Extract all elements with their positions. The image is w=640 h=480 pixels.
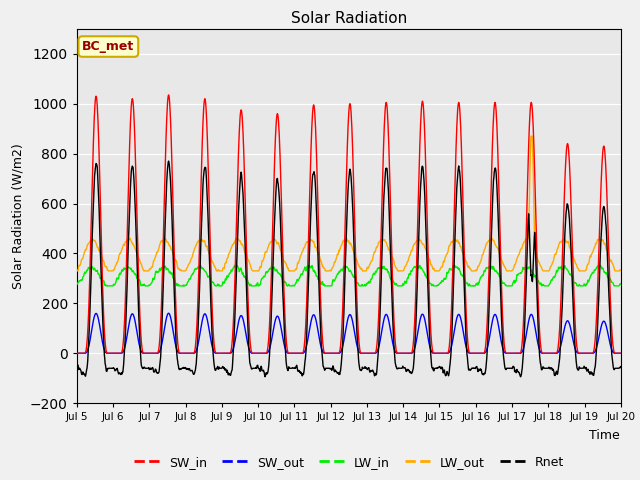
SW_out	[504, 350, 512, 356]
LW_in	[232, 262, 239, 268]
SW_out	[73, 350, 81, 356]
LW_out	[589, 248, 597, 254]
SW_in	[589, 350, 596, 356]
LW_in	[102, 283, 110, 289]
SW_out	[164, 312, 172, 317]
Rnet	[341, 271, 349, 276]
Line: LW_out: LW_out	[77, 136, 640, 271]
Rnet	[73, 365, 81, 371]
Rnet	[164, 158, 172, 164]
SW_in	[164, 92, 172, 98]
Rnet	[589, 372, 597, 377]
SW_out	[352, 338, 360, 344]
SW_in	[504, 350, 512, 356]
LW_in	[73, 282, 81, 288]
LW_in	[353, 279, 360, 285]
SW_in	[352, 269, 360, 275]
Rnet	[517, 374, 525, 380]
Rnet	[352, 302, 360, 308]
Y-axis label: Solar Radiation (W/m2): Solar Radiation (W/m2)	[12, 143, 24, 289]
Legend: SW_in, SW_out, LW_in, LW_out, Rnet: SW_in, SW_out, LW_in, LW_out, Rnet	[129, 451, 569, 474]
LW_out	[527, 133, 535, 139]
LW_in	[164, 267, 172, 273]
X-axis label: Time: Time	[589, 430, 620, 443]
LW_out	[164, 240, 172, 245]
SW_in	[341, 227, 349, 233]
LW_out	[341, 238, 349, 244]
LW_in	[589, 270, 597, 276]
SW_in	[164, 101, 172, 107]
LW_out	[74, 268, 81, 274]
SW_out	[341, 331, 349, 337]
Line: Rnet: Rnet	[77, 161, 640, 377]
LW_out	[73, 267, 81, 273]
LW_out	[504, 268, 512, 274]
LW_out	[352, 256, 360, 262]
Line: LW_in: LW_in	[77, 265, 640, 286]
SW_out	[164, 311, 172, 316]
Line: SW_in: SW_in	[77, 95, 640, 353]
Line: SW_out: SW_out	[77, 313, 640, 353]
Title: Solar Radiation: Solar Radiation	[291, 11, 407, 26]
LW_in	[504, 283, 512, 289]
SW_out	[589, 350, 596, 356]
SW_in	[73, 350, 81, 356]
Rnet	[504, 365, 512, 371]
Text: BC_met: BC_met	[82, 40, 134, 53]
Rnet	[164, 167, 172, 172]
LW_in	[342, 264, 349, 270]
